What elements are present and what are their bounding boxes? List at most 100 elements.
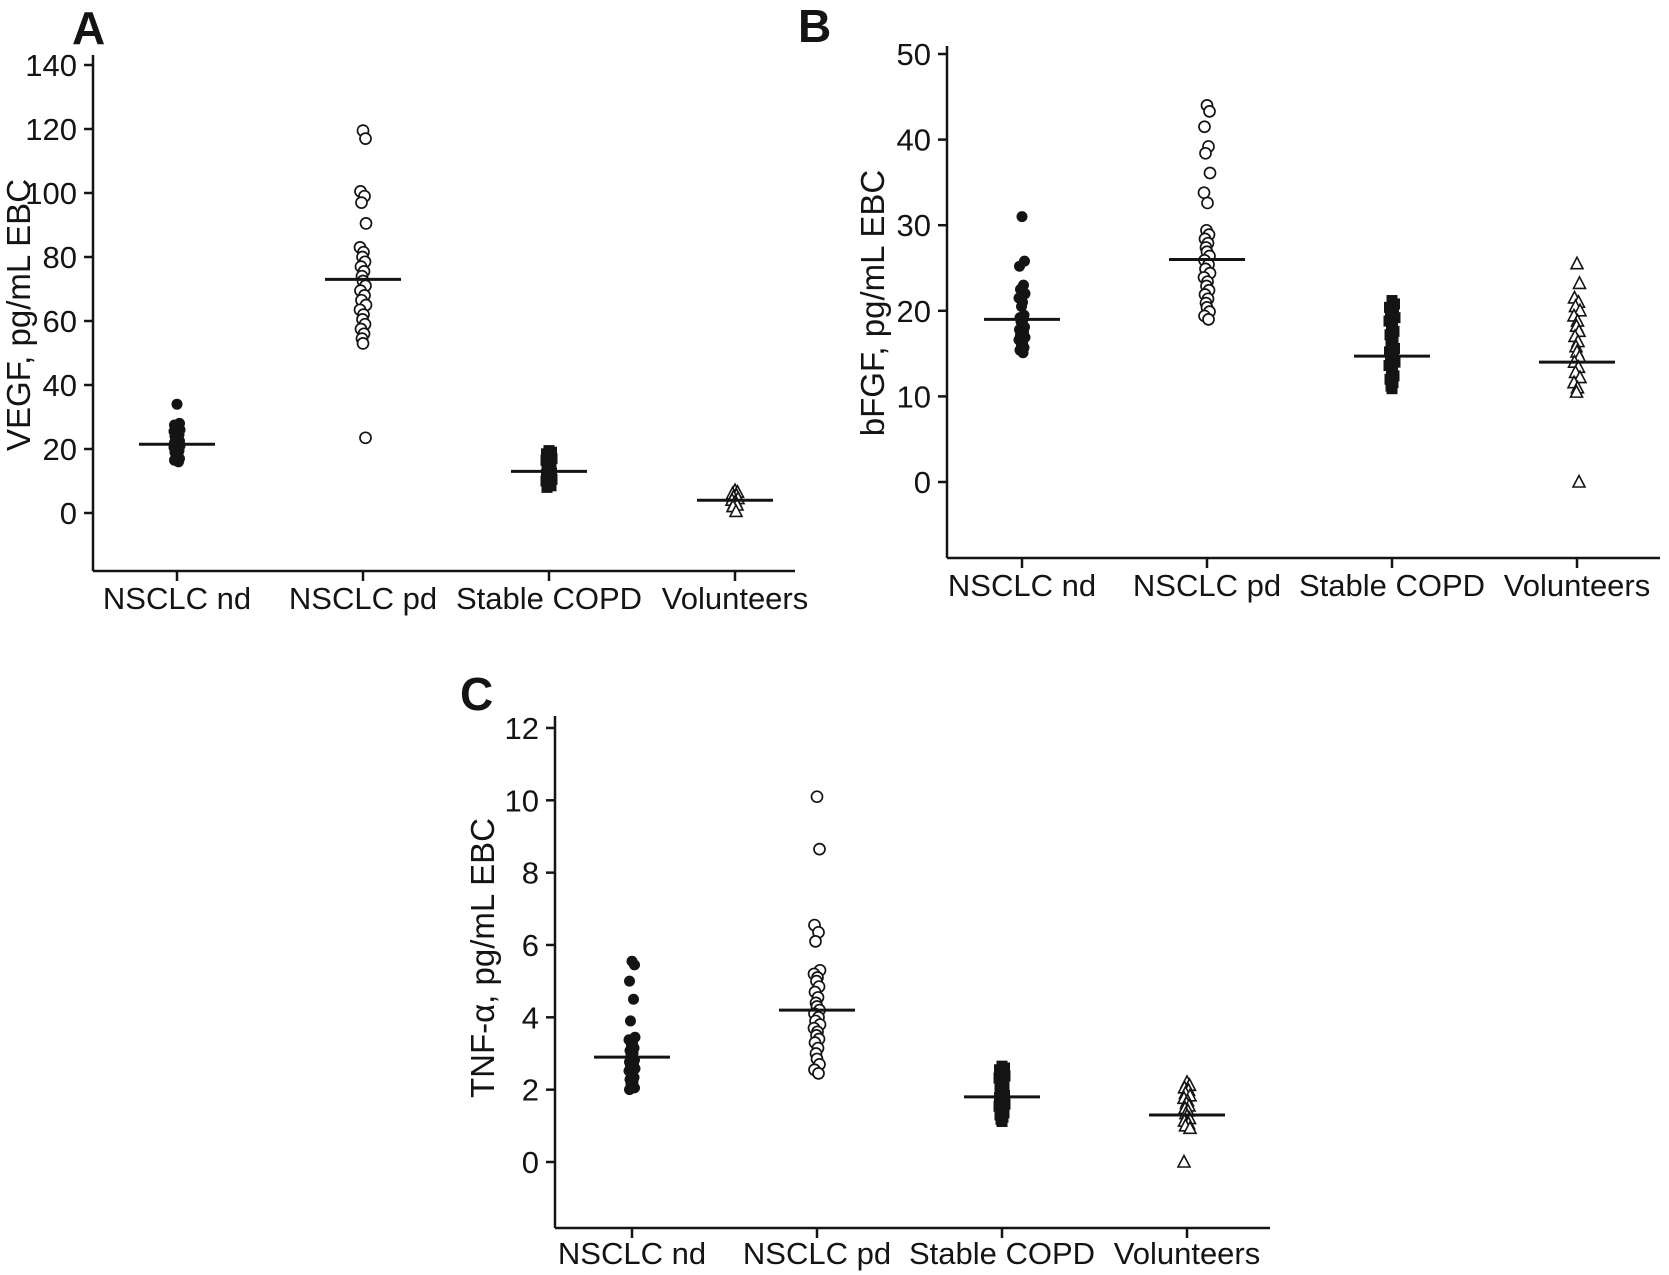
panel-b-plot: 0 10 20 30 40 50 NSCLC nd NSCLC pd Stable COPD Vo… <box>897 37 1660 603</box>
data-point-filled-circle <box>625 1015 636 1027</box>
data-point-filled-square <box>996 1115 1008 1127</box>
panel-a-y-axis-label: VEGF, pg/mL EBC <box>0 179 37 451</box>
data-point-open-triangle <box>1182 1120 1198 1135</box>
data-point-open-triangle <box>1571 473 1587 488</box>
panel-c-plot: 0 2 4 6 8 10 12 NSCLC nd NSCLC pd Stable COPD Volu… <box>505 711 1270 1271</box>
y-tick-label: 0 <box>914 465 931 500</box>
data-point-open-circle <box>359 431 372 445</box>
data-point-filled-circle <box>624 975 635 987</box>
panel-b: B bFGF, pg/mL EBC 0 10 20 30 40 50 NSCLC nd NSC… <box>798 0 1660 603</box>
series-stable-copd <box>1354 295 1430 395</box>
x-category-label: NSCLC nd <box>948 568 1096 603</box>
data-point-open-triangle <box>728 503 744 518</box>
series-stable-copd <box>511 445 587 493</box>
data-point-filled-square <box>1386 383 1398 395</box>
y-tick-label: 4 <box>522 1000 539 1035</box>
y-tick-label: 120 <box>25 112 77 147</box>
data-point-open-circle <box>359 132 372 145</box>
data-point-open-triangle <box>1572 302 1588 317</box>
y-tick-label: 12 <box>505 711 539 746</box>
data-point-open-circle <box>1202 313 1215 326</box>
data-point-open-circle <box>1198 120 1211 134</box>
y-tick-label: 6 <box>522 928 539 963</box>
data-point-filled-circle <box>173 456 184 468</box>
data-point-filled-square <box>541 481 553 493</box>
data-point-open-circle <box>356 337 370 350</box>
data-point-open-circle <box>1197 186 1211 200</box>
data-point-filled-circle <box>1016 301 1027 313</box>
y-tick-label: 40 <box>897 123 931 158</box>
data-point-filled-circle <box>629 959 640 971</box>
data-point-open-circle <box>359 217 373 230</box>
x-category-label: NSCLC pd <box>1133 568 1281 603</box>
x-category-label: NSCLC nd <box>103 581 251 616</box>
y-tick-label: 8 <box>522 856 539 891</box>
data-point-open-circle <box>1203 105 1216 118</box>
y-tick-label: 0 <box>522 1145 539 1180</box>
x-category-label: NSCLC pd <box>743 1236 891 1271</box>
data-point-open-circle <box>1203 166 1217 180</box>
y-tick-label: 0 <box>60 496 77 531</box>
y-tick-label: 2 <box>522 1073 539 1108</box>
panel-c-letter: C <box>460 668 493 720</box>
x-category-label: Volunteers <box>1114 1236 1261 1271</box>
data-point-open-triangle <box>1569 383 1584 398</box>
panel-a-plot: 0 20 40 60 80 100 120 140 NSCLC nd NSCLC pd Stable… <box>25 48 808 616</box>
y-tick-label: 10 <box>897 379 931 414</box>
y-tick-label: 50 <box>897 37 931 72</box>
series-nsclc-pd <box>325 124 401 445</box>
panel-b-letter: B <box>798 0 831 52</box>
x-category-label: Volunteers <box>1504 568 1651 603</box>
series-volunteers <box>697 482 773 518</box>
x-category-label: NSCLC pd <box>289 581 437 616</box>
data-point-open-triangle <box>1176 1153 1192 1168</box>
y-tick-label: 140 <box>25 48 77 83</box>
y-tick-label: 40 <box>43 368 77 403</box>
x-category-label: Stable COPD <box>909 1236 1095 1271</box>
data-point-filled-circle <box>1017 347 1029 359</box>
x-category-label: Stable COPD <box>1299 568 1485 603</box>
data-point-open-circle <box>810 790 824 804</box>
data-point-open-circle <box>1201 196 1214 210</box>
data-point-filled-circle <box>171 398 183 410</box>
data-point-open-circle <box>809 935 822 948</box>
y-tick-label: 20 <box>897 294 931 329</box>
y-tick-label: 80 <box>43 240 77 275</box>
data-point-open-triangle <box>1572 369 1588 384</box>
data-point-open-triangle <box>1569 255 1585 270</box>
panel-b-y-axis-label: bFGF, pg/mL EBC <box>854 170 891 437</box>
y-tick-label: 10 <box>505 783 539 818</box>
series-nsclc-pd <box>779 790 855 1080</box>
panel-c-y-axis-label: TNF-α, pg/mL EBC <box>464 818 501 1098</box>
data-point-open-circle <box>812 1067 825 1080</box>
series-nsclc-nd <box>984 211 1060 359</box>
y-tick-label: 30 <box>897 208 931 243</box>
data-point-filled-circle <box>624 1084 635 1096</box>
data-point-filled-circle <box>1014 260 1025 272</box>
series-stable-copd <box>964 1060 1040 1127</box>
series-nsclc-nd <box>594 955 670 1096</box>
data-point-open-circle <box>1199 146 1212 160</box>
y-tick-label: 100 <box>25 176 77 211</box>
data-point-filled-square <box>1389 356 1401 368</box>
data-point-open-triangle <box>1572 275 1587 290</box>
data-point-open-circle <box>355 196 368 209</box>
data-point-filled-square <box>1389 312 1401 324</box>
series-volunteers <box>1149 1074 1225 1168</box>
series-volunteers <box>1539 255 1615 488</box>
series-nsclc-nd <box>139 398 215 468</box>
x-category-label: Stable COPD <box>456 581 642 616</box>
data-point-filled-circle <box>628 993 639 1005</box>
panel-c: C TNF-α, pg/mL EBC 0 2 4 6 8 10 12 NSCLC nd NSCL… <box>460 668 1270 1271</box>
series-nsclc-pd <box>1169 99 1245 326</box>
y-tick-label: 60 <box>43 304 77 339</box>
y-tick-label: 20 <box>43 432 77 467</box>
x-category-label: NSCLC nd <box>558 1236 706 1271</box>
panel-a: A VEGF, pg/mL EBC 0 20 40 60 80 100 120 140 NSCL… <box>0 2 808 616</box>
data-point-filled-circle <box>1016 211 1028 223</box>
x-category-label: Volunteers <box>662 581 809 616</box>
panel-a-letter: A <box>72 2 105 54</box>
data-point-open-circle <box>813 842 826 856</box>
